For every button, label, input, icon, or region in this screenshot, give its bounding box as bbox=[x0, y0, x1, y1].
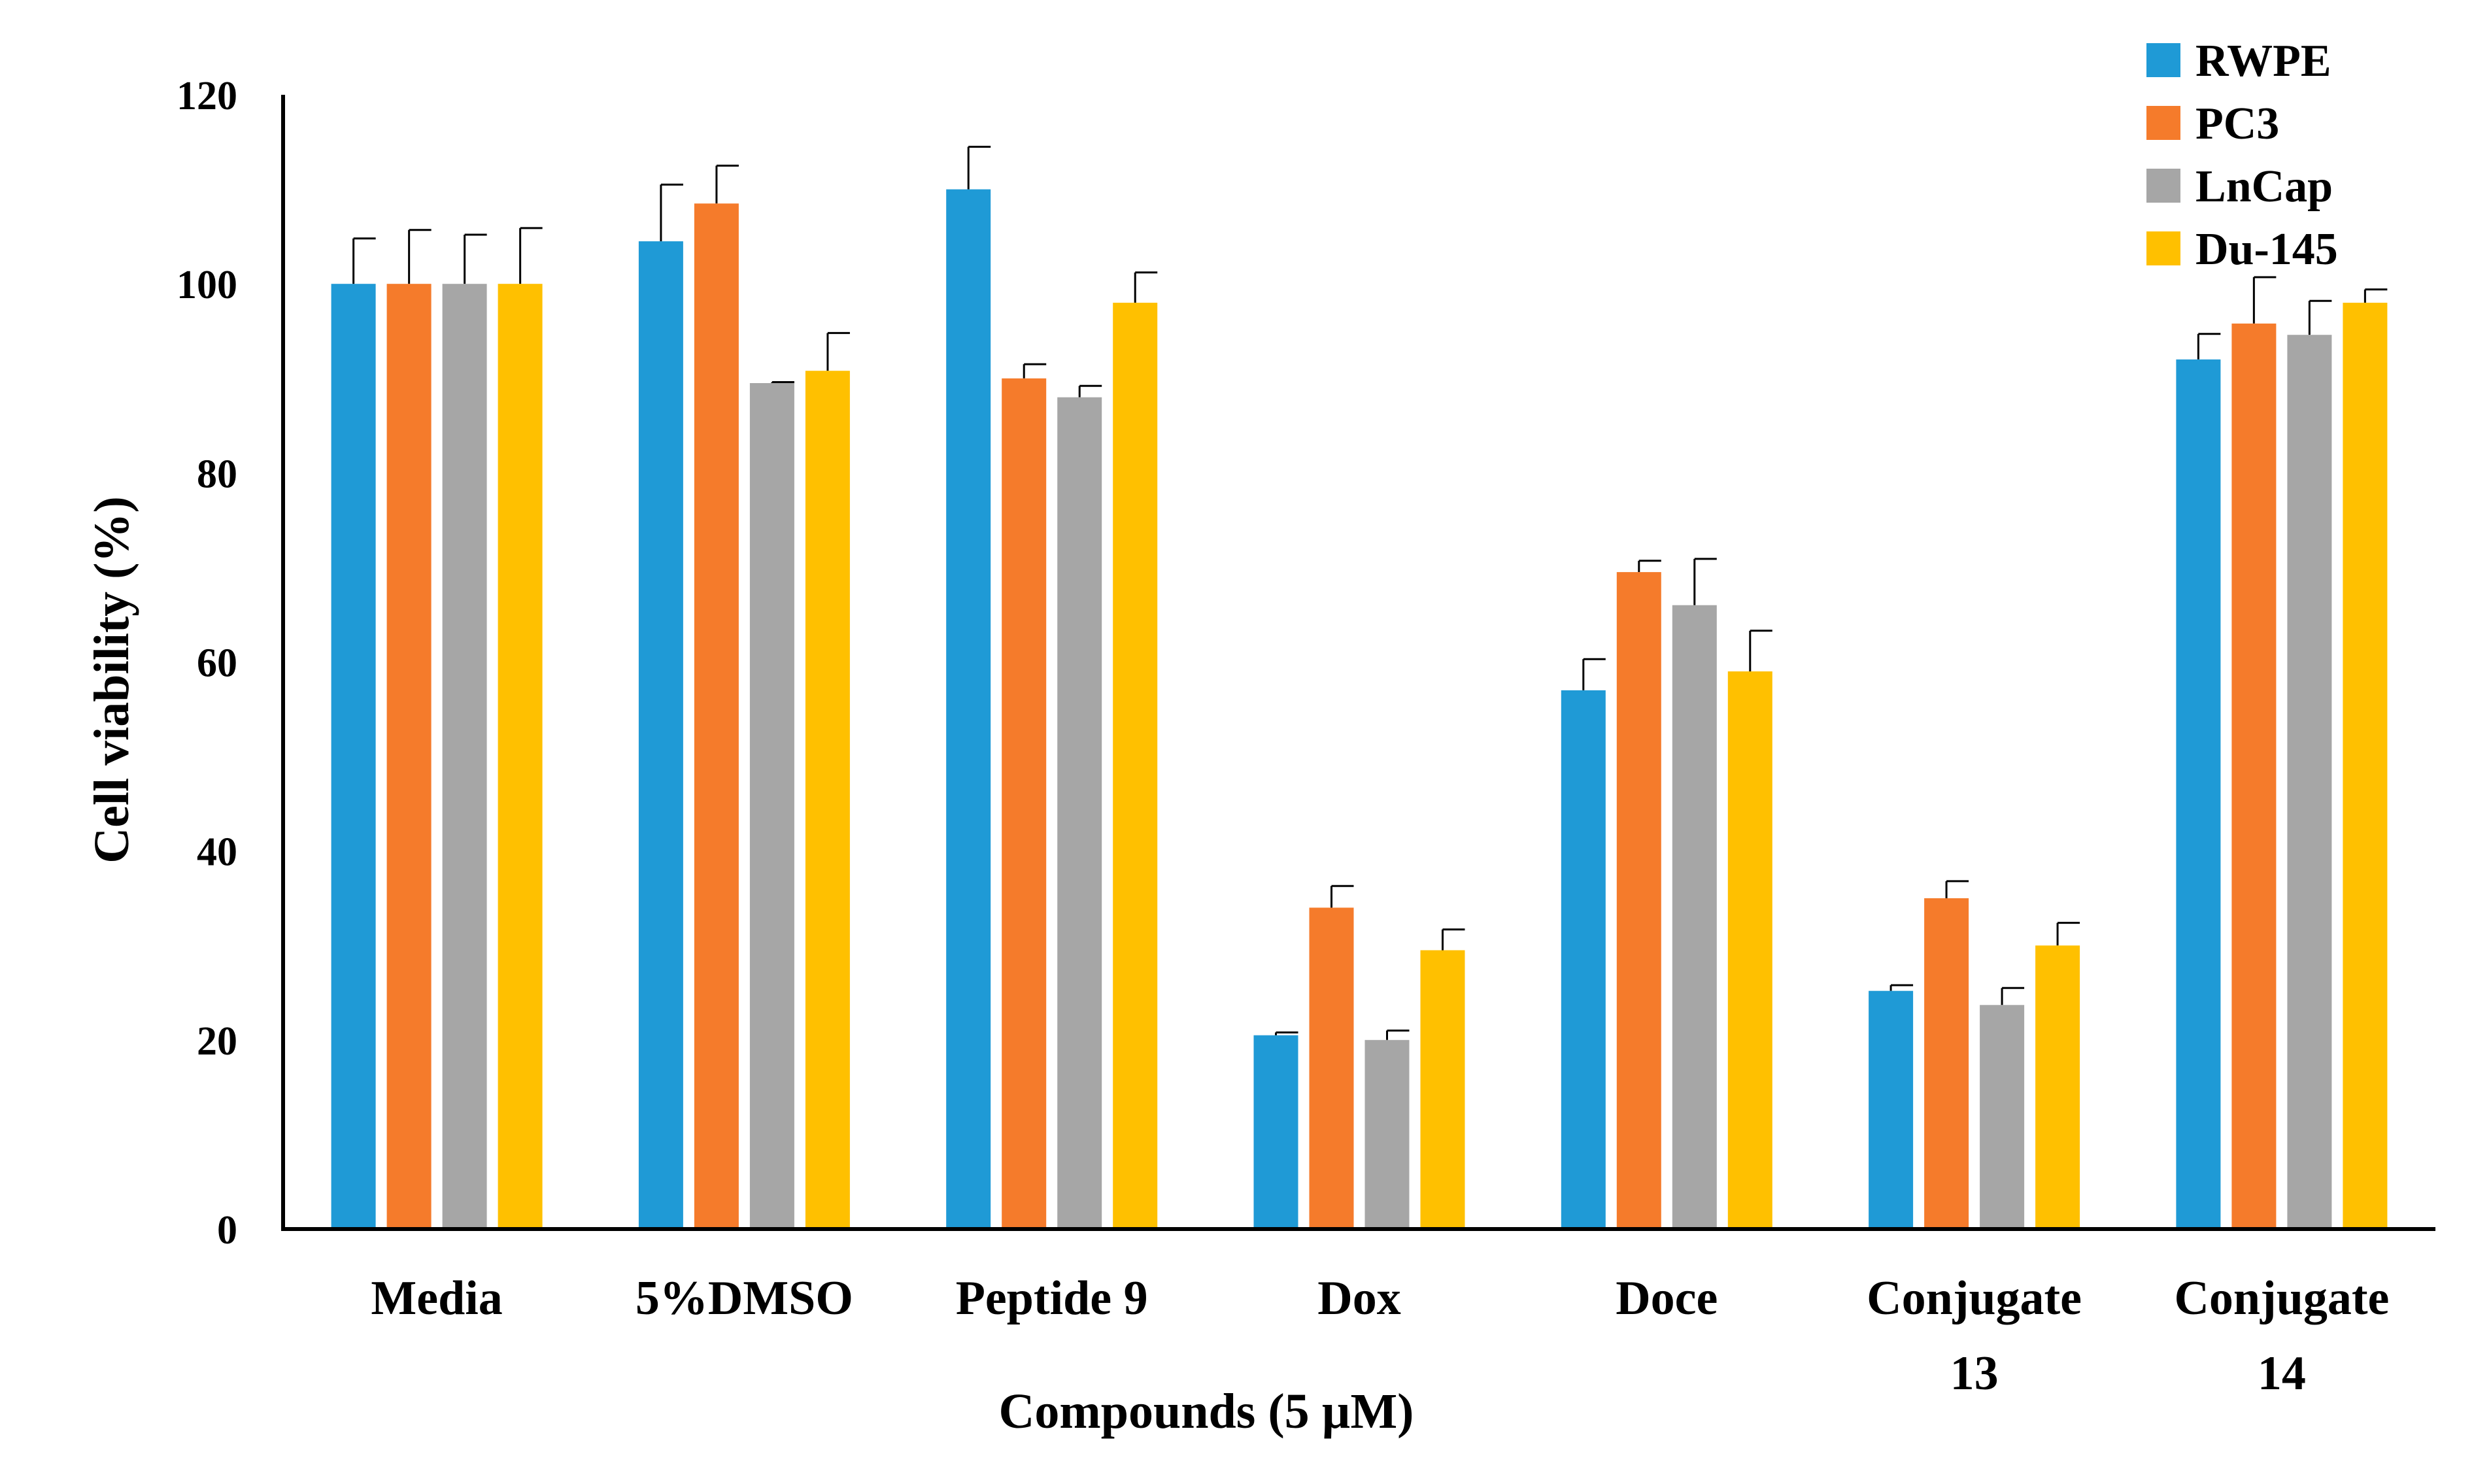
bar bbox=[2035, 945, 2080, 1230]
bar bbox=[2231, 323, 2277, 1229]
bar bbox=[1364, 1039, 1410, 1229]
legend-swatch bbox=[2146, 106, 2180, 140]
bar bbox=[1253, 1035, 1298, 1229]
bar bbox=[1924, 898, 1969, 1229]
bar bbox=[749, 383, 794, 1229]
legend: RWPE PC3 LnCap Du-145 bbox=[2146, 36, 2338, 275]
x-category-label: 5%DMSO bbox=[635, 1272, 853, 1325]
legend-label: LnCap bbox=[2195, 161, 2333, 212]
bar bbox=[694, 203, 739, 1229]
bar bbox=[1309, 907, 1354, 1229]
legend-swatch bbox=[2146, 43, 2180, 77]
bar bbox=[1113, 303, 1158, 1230]
bar bbox=[498, 284, 543, 1230]
x-category-label: 14 bbox=[2258, 1347, 2306, 1400]
y-tick-label: 40 bbox=[197, 830, 237, 875]
bar bbox=[2176, 359, 2221, 1229]
bar bbox=[1420, 950, 1465, 1229]
bar bbox=[442, 284, 487, 1230]
y-tick-labels: 0 20 40 60 80 100 120 bbox=[177, 74, 237, 1253]
bar bbox=[1561, 690, 1606, 1229]
legend-label: RWPE bbox=[2195, 36, 2331, 86]
x-category-label: Peptide 9 bbox=[956, 1272, 1148, 1325]
error-bars bbox=[352, 146, 2388, 1040]
bar bbox=[1002, 378, 1047, 1230]
x-category-labels: Media 5%DMSO Peptide 9 Dox Doce Conjugate 13 Co… bbox=[371, 1272, 2389, 1400]
x-category-label: Conjugate bbox=[1867, 1272, 2082, 1325]
bar bbox=[2287, 335, 2332, 1230]
y-tick-label: 100 bbox=[177, 263, 237, 307]
y-tick-label: 0 bbox=[217, 1208, 237, 1253]
bar bbox=[1672, 605, 1717, 1229]
bar bbox=[1057, 397, 1102, 1230]
x-category-label: Media bbox=[371, 1272, 502, 1325]
x-category-label: Dox bbox=[1317, 1272, 1400, 1325]
legend-swatch bbox=[2146, 231, 2180, 265]
bar bbox=[1616, 572, 1661, 1229]
bar bbox=[2343, 303, 2388, 1230]
y-tick-label: 120 bbox=[177, 74, 237, 118]
bar bbox=[638, 241, 683, 1230]
x-category-label: 13 bbox=[1950, 1347, 1999, 1400]
y-axis-title: Cell viability (%) bbox=[84, 496, 139, 864]
x-axis-title: Compounds (5 µM) bbox=[999, 1384, 1414, 1439]
legend-swatch bbox=[2146, 169, 2180, 203]
axes: 0 20 40 60 80 100 120 Media 5%DMSO Peptide 9 Dox D… bbox=[84, 74, 2435, 1439]
bar bbox=[1727, 671, 1772, 1229]
x-category-label: Doce bbox=[1616, 1272, 1718, 1325]
bar bbox=[1980, 1005, 2025, 1229]
x-category-label: Conjugate bbox=[2174, 1272, 2389, 1325]
legend-label: PC3 bbox=[2195, 99, 2279, 149]
bar bbox=[805, 371, 850, 1230]
y-tick-label: 20 bbox=[197, 1019, 237, 1064]
y-tick-label: 80 bbox=[197, 452, 237, 496]
y-tick-label: 60 bbox=[197, 641, 237, 686]
bar bbox=[331, 284, 376, 1230]
legend-label: Du-145 bbox=[2195, 224, 2338, 275]
bar bbox=[386, 284, 432, 1230]
bar bbox=[1869, 990, 1914, 1229]
bars bbox=[331, 189, 2388, 1230]
bar bbox=[946, 189, 991, 1230]
